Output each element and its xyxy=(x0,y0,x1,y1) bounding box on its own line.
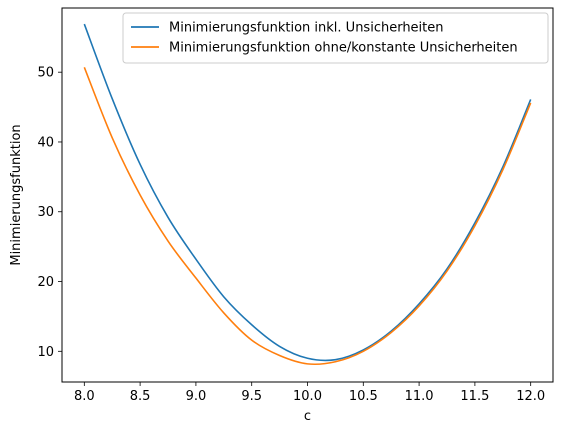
x-tick-label: 10.0 xyxy=(293,389,322,404)
y-tick-label: 30 xyxy=(37,205,54,220)
x-tick-label: 8.5 xyxy=(130,389,151,404)
legend-label: Minimierungsfunktion inkl. Unsicherheite… xyxy=(169,21,444,36)
plot-frame xyxy=(61,7,554,383)
plot-lines xyxy=(83,23,532,366)
x-tick-label: 9.5 xyxy=(241,389,262,404)
y-tick-label: 10 xyxy=(37,345,54,360)
x-tick-label: 10.5 xyxy=(349,389,378,404)
legend-label: Minimierungsfunktion ohne/konstante Unsi… xyxy=(169,41,518,56)
x-axis: 8.0 8.5 9.0 9.5 10.0 10.5 11.0 11.5 12.0 xyxy=(74,382,545,404)
legend: Minimierungsfunktion inkl. Unsicherheite… xyxy=(122,12,549,64)
x-tick-label: 11.5 xyxy=(460,389,489,404)
y-axis: 10 20 30 40 50 xyxy=(37,66,62,360)
series-line-2 xyxy=(83,67,532,366)
series-line-1 xyxy=(83,23,532,362)
y-tick-label: 40 xyxy=(37,135,54,150)
y-tick-label: 20 xyxy=(37,275,54,290)
x-tick-label: 8.0 xyxy=(74,389,95,404)
x-tick-label: 11.0 xyxy=(405,389,434,404)
x-axis-title: c xyxy=(304,409,311,424)
legend-box xyxy=(122,12,549,64)
x-tick-label: 12.0 xyxy=(516,389,545,404)
x-tick-label: 9.0 xyxy=(186,389,207,404)
y-axis-title: Minimierungsfunktion xyxy=(9,124,24,265)
y-tick-label: 50 xyxy=(37,66,54,81)
